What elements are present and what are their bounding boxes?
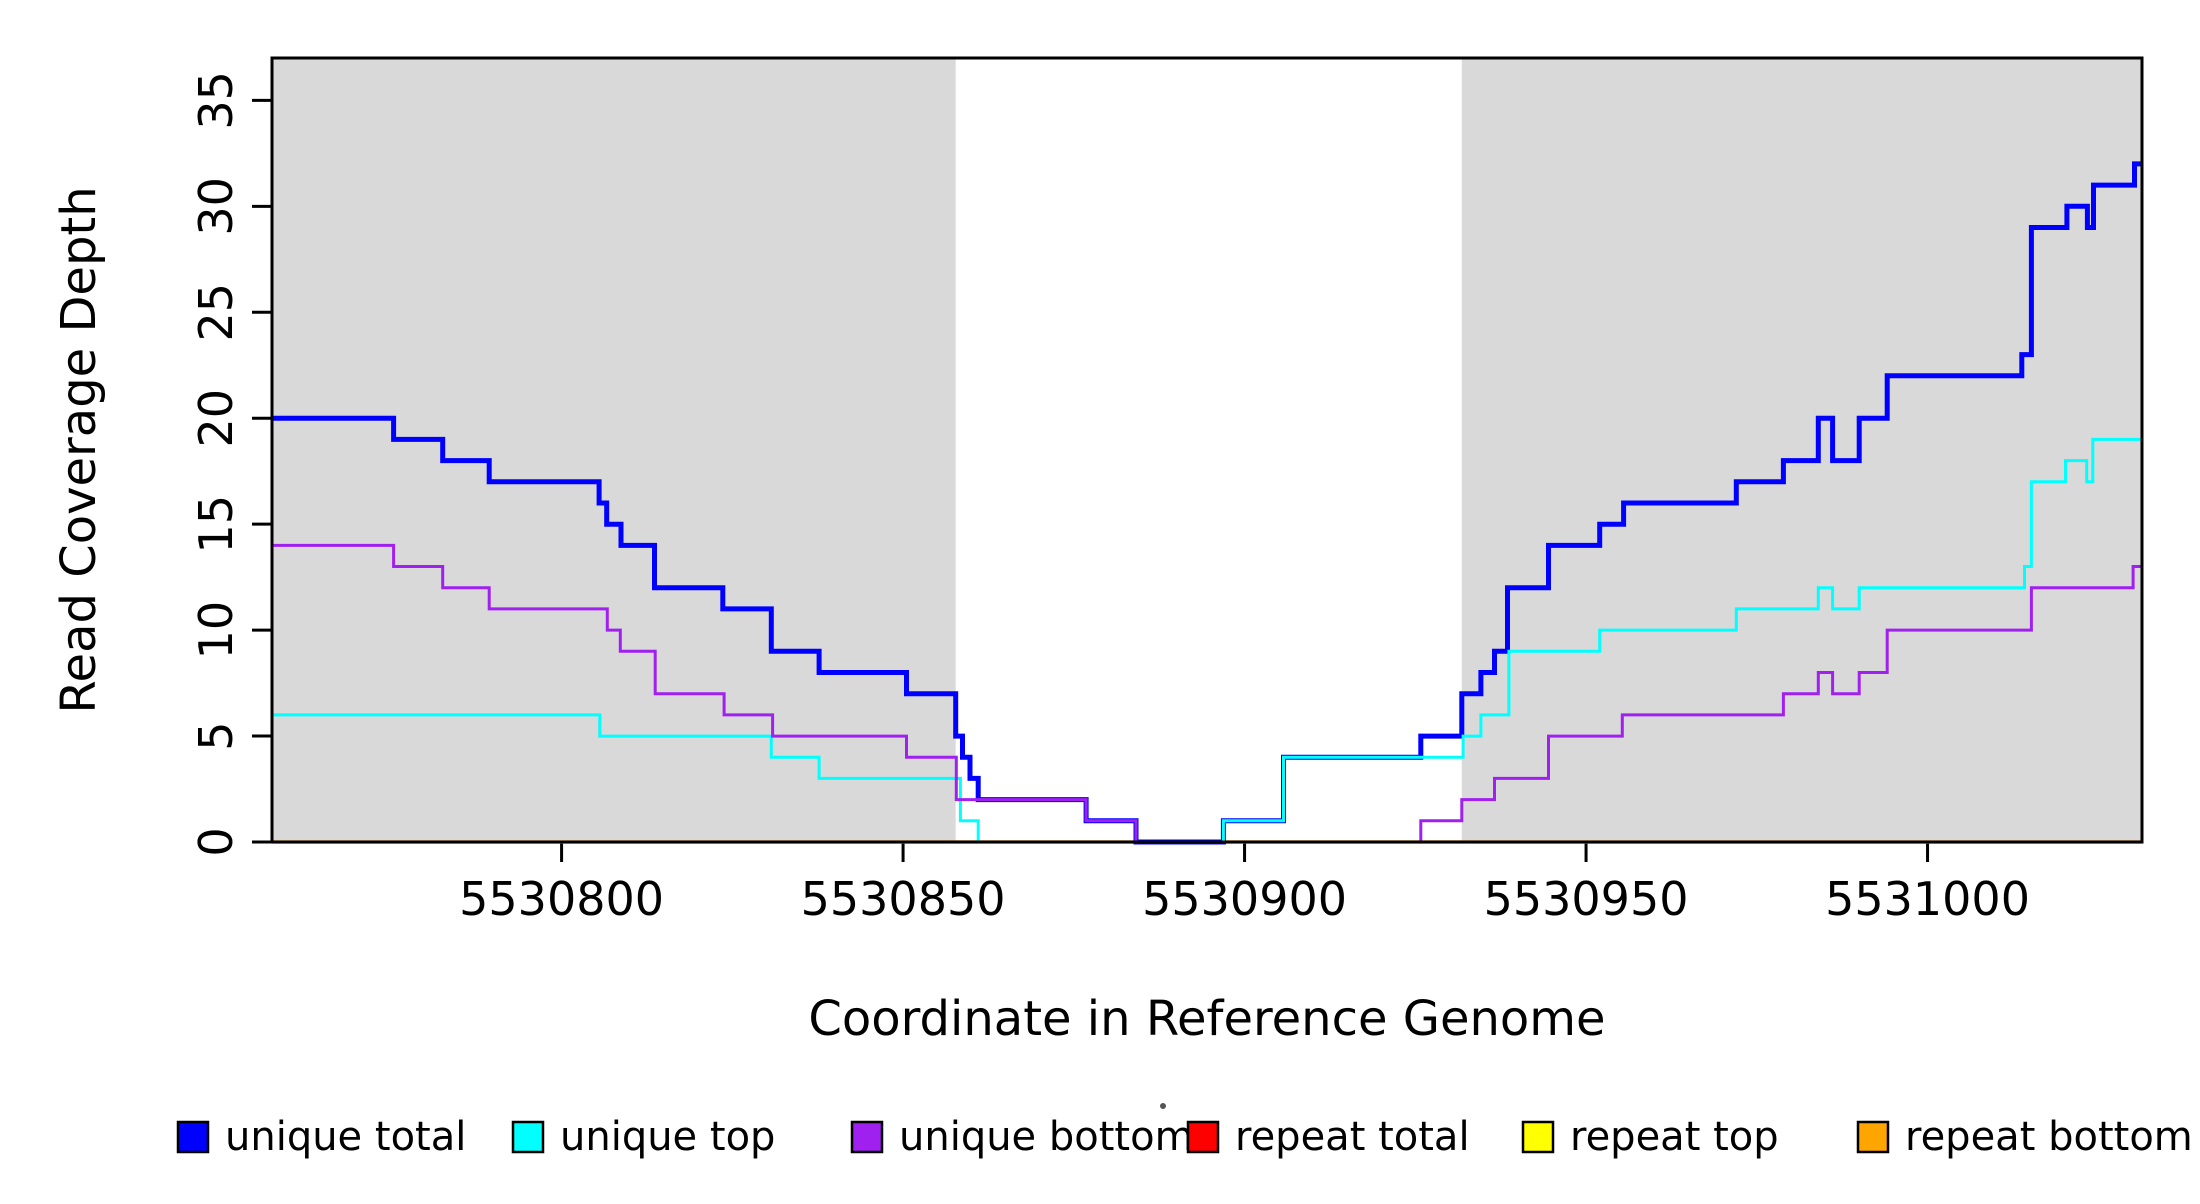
legend-item-unique-top: unique top <box>511 1114 775 1160</box>
series-line-unique-total <box>272 161 2142 845</box>
legend-label: unique bottom <box>899 1114 1194 1160</box>
y-axis-tick-label: 20 <box>189 389 243 448</box>
y-axis-title: Read Coverage Depth <box>51 186 107 713</box>
legend-swatch-unique-bottom <box>850 1120 884 1154</box>
y-axis-tick-label: 35 <box>189 71 243 130</box>
x-axis-tick-label: 5530850 <box>801 872 1006 926</box>
x-axis-tick-label: 5531000 <box>1825 872 2030 926</box>
x-axis-tick-label: 5530950 <box>1484 872 1689 926</box>
plot-frame <box>270 56 2144 844</box>
x-axis-tick-label: 5530800 <box>459 872 664 926</box>
legend-swatch-unique-top <box>511 1120 545 1154</box>
legend-item-repeat-total: repeat total <box>1186 1114 1470 1160</box>
x-axis-tick-label: 5530900 <box>1142 872 1347 926</box>
y-axis-tick-label: 0 <box>189 827 243 856</box>
shaded-region-1 <box>1461 58 2142 842</box>
y-axis-tick-label: 30 <box>189 177 243 236</box>
y-axis-tick-label: 25 <box>189 283 243 342</box>
y-axis-tick-label: 10 <box>189 601 243 660</box>
legend-swatch-repeat-top <box>1521 1120 1555 1154</box>
legend-swatch-unique-total <box>176 1120 210 1154</box>
x-axis-title: Coordinate in Reference Genome <box>808 991 1605 1047</box>
series-line-unique-top <box>272 437 2142 844</box>
legend-label: repeat total <box>1235 1114 1470 1160</box>
legend-item-unique-bottom: unique bottom <box>850 1114 1194 1160</box>
legend-label: unique top <box>560 1114 775 1160</box>
shaded-region-0 <box>272 58 956 842</box>
y-axis-tick-label: 5 <box>189 721 243 750</box>
legend-item-unique-total: unique total <box>176 1114 466 1160</box>
legend-label: unique total <box>225 1114 466 1160</box>
stray-dot <box>1160 1103 1166 1109</box>
legend-label: repeat top <box>1570 1114 1779 1160</box>
y-axis-tick-label: 15 <box>189 495 243 554</box>
legend-item-repeat-top: repeat top <box>1521 1114 1779 1160</box>
legend-swatch-repeat-bottom <box>1856 1120 1890 1154</box>
legend-item-repeat-bottom: repeat bottom <box>1856 1114 2193 1160</box>
legend-label: repeat bottom <box>1905 1114 2193 1160</box>
legend-swatch-repeat-total <box>1186 1120 1220 1154</box>
